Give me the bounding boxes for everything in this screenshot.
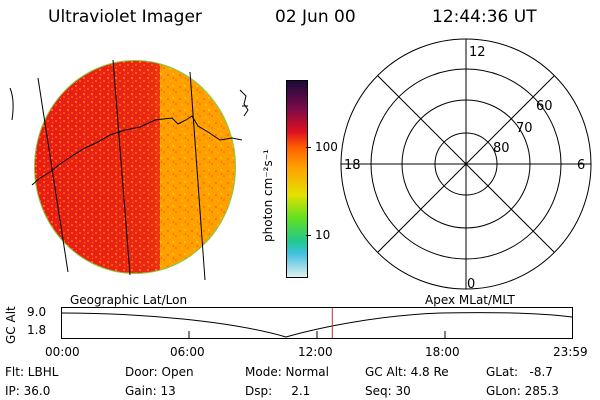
- lat-label-80: 80: [493, 141, 510, 156]
- timeline-xtick-label: 18:00: [425, 345, 460, 359]
- filter-info: Flt: LBHL: [5, 365, 59, 379]
- mlt-label-6: 6: [577, 158, 585, 173]
- coastline: [31, 115, 243, 186]
- colorbar-tick-label: 10: [315, 228, 331, 242]
- timeline-right-label: Apex MLat/MLT: [425, 293, 515, 307]
- mlt-label-0: 0: [467, 277, 475, 292]
- uv-earth-image: [9, 59, 249, 281]
- door-info: Door: Open: [125, 365, 194, 379]
- time-label: 12:44:36 UT: [432, 7, 537, 27]
- timeline-ytick-label: 1.8: [27, 323, 47, 337]
- glat-info: GLat: -8.7: [486, 365, 553, 379]
- mlt-label-18: 18: [344, 158, 361, 173]
- timeline-ytick-label: 9.0: [27, 305, 47, 319]
- seq-info: Seq: 30: [365, 384, 411, 398]
- ip-info: IP: 36.0: [5, 384, 51, 398]
- timeline-left-label: Geographic Lat/Lon: [70, 293, 188, 307]
- coastline-fragment: [239, 89, 249, 117]
- gain-info: Gain: 13: [125, 384, 176, 398]
- altitude-curve: [60, 312, 573, 338]
- colorbar-tick-label: 100: [315, 140, 338, 154]
- colorbar: [286, 80, 308, 278]
- timeline-xtick-label: 12:00: [298, 345, 333, 359]
- mode-info: Mode: Normal: [245, 365, 329, 379]
- colorbar-tick: [306, 235, 311, 236]
- dsp-info: Dsp: 2.1: [245, 384, 311, 398]
- lat-label-70: 70: [516, 121, 533, 136]
- date-label: 02 Jun 00: [275, 7, 356, 27]
- timeline-xtick-label: 00:00: [45, 345, 80, 359]
- timeline-xtick-label: 23:59: [553, 345, 588, 359]
- timeline-plot: [60, 307, 573, 339]
- colorbar-tick: [306, 147, 311, 148]
- glon-info: GLon: 285.3: [486, 384, 559, 398]
- timeline-axis-label: GC Alt: [4, 306, 18, 344]
- meridian-lines: [9, 59, 206, 281]
- polar-plot: 12 18 6 0 60 70 80: [340, 38, 592, 292]
- lat-label-60: 60: [536, 99, 553, 114]
- mlt-label-12: 12: [469, 45, 486, 60]
- app-title: Ultraviolet Imager: [48, 7, 202, 27]
- timeline-xtick-label: 06:00: [170, 345, 205, 359]
- colorbar-unit-label: photon cm⁻²s⁻¹: [261, 149, 275, 242]
- gc-alt-info: GC Alt: 4.8 Re: [365, 365, 449, 379]
